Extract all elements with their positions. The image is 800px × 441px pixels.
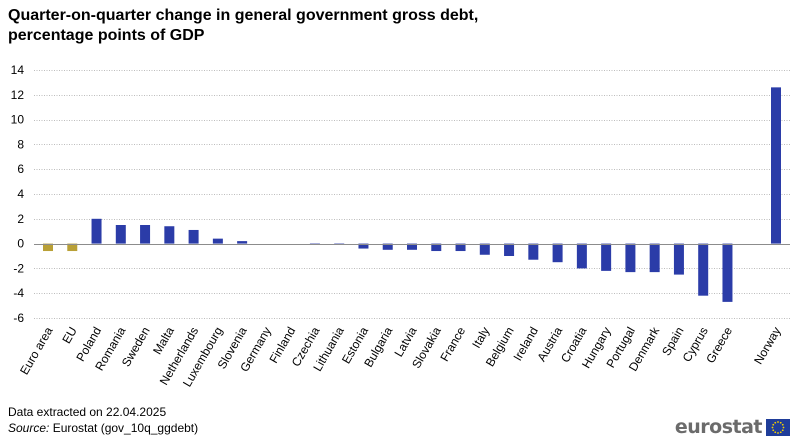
bars: [43, 87, 781, 302]
x-tick-label-euro-area: Euro area: [17, 324, 56, 377]
bar-slovenia: [237, 241, 248, 244]
data-extracted-note: Data extracted on 22.04.2025: [8, 405, 167, 419]
bar-greece: [722, 243, 733, 302]
bar-denmark: [649, 243, 660, 273]
bar-norway: [771, 87, 781, 244]
bar-hungary: [601, 243, 612, 271]
x-tick-label-eu: EU: [59, 325, 79, 346]
bar-austria: [552, 243, 563, 263]
bar-italy: [479, 243, 490, 255]
source-note: Source: Eurostat (gov_10q_ggdebt): [8, 421, 198, 435]
y-tick-label: 14: [11, 63, 25, 77]
eurostat-logo[interactable]: eurostat: [675, 416, 790, 438]
chart-title-line-2: percentage points of GDP: [8, 27, 205, 44]
y-tick-label: 4: [17, 187, 24, 201]
source-label: Source:: [8, 421, 50, 435]
bar-france: [455, 243, 466, 252]
bar-latvia: [407, 243, 417, 250]
bar-eu: [67, 243, 78, 252]
y-tick-label: 10: [11, 113, 25, 127]
y-tick-label: 0: [17, 237, 24, 251]
y-tick-label: -2: [13, 261, 24, 275]
bar-portugal: [625, 243, 636, 273]
y-tick-label: 2: [17, 212, 24, 226]
bar-luxembourg: [212, 238, 223, 244]
bar-croatia: [576, 243, 587, 269]
x-axis-tick-labels: Euro area EUPolandRomaniaSwedenMaltaNethe…: [17, 324, 783, 390]
y-axis-tick-labels: -6 -4 -2 0 2 4 6 8 10 12 14: [11, 63, 25, 325]
chart-title-line-1: Quarter-on-quarter change in general gov…: [8, 7, 479, 24]
eurostat-wordmark: eurostat: [674, 416, 763, 438]
bar-euro-area: [43, 243, 53, 252]
bar-ireland: [528, 243, 539, 260]
y-tick-label: 8: [17, 137, 24, 151]
bar-slovakia: [431, 243, 442, 252]
x-tick-label-norway: Norway: [751, 325, 783, 367]
x-tick-label-italy: Italy: [469, 325, 492, 351]
bar-belgium: [504, 243, 515, 256]
bar-poland: [91, 218, 102, 244]
bar-estonia: [358, 243, 369, 249]
bar-cyprus: [698, 243, 709, 296]
chart-title: Quarter-on-quarter change in general gov…: [8, 6, 708, 46]
y-tick-label: 6: [17, 162, 24, 176]
bar-netherlands: [188, 229, 199, 244]
y-tick-label: -6: [13, 311, 24, 325]
bar-sweden: [140, 225, 151, 244]
eu-flag-icon: [766, 418, 790, 436]
bar-bulgaria: [382, 243, 393, 250]
grid-lines: [34, 70, 790, 319]
bar-spain: [673, 243, 684, 275]
y-tick-label: -4: [13, 286, 24, 300]
bar-malta: [164, 226, 175, 244]
source-text: Eurostat (gov_10q_ggdebt): [49, 421, 199, 435]
x-tick-label-france: France: [437, 324, 468, 364]
bar-romania: [115, 225, 126, 244]
y-tick-label: 12: [11, 88, 25, 102]
